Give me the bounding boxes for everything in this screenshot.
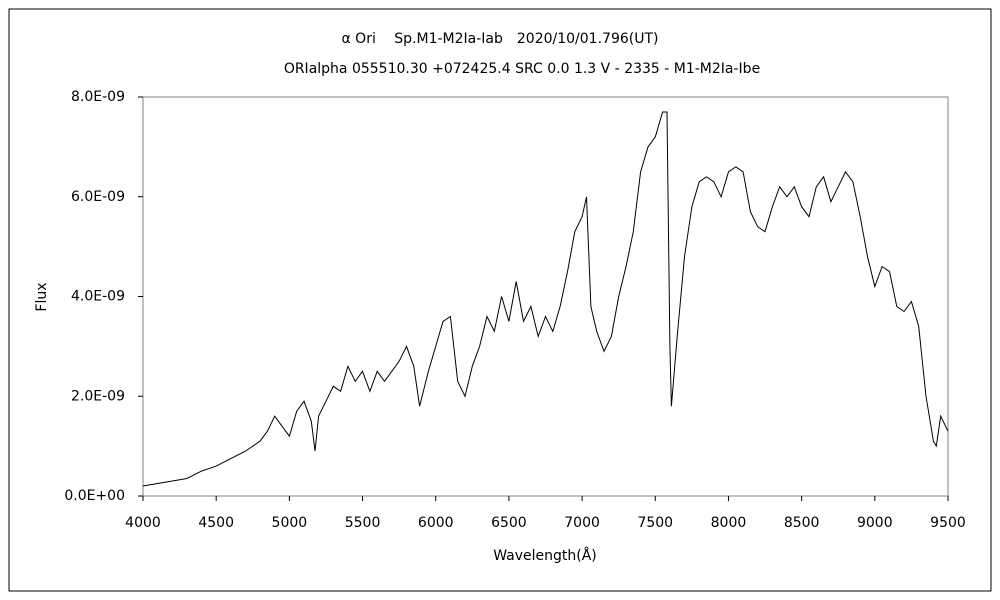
y-axis-label: Flux — [34, 282, 50, 311]
x-tick-label: 8000 — [711, 515, 747, 531]
x-tick-label: 6500 — [491, 515, 527, 531]
outer-frame — [8, 8, 992, 592]
x-tick-label: 5000 — [272, 515, 308, 531]
x-tick-label: 8500 — [784, 515, 820, 531]
x-tick-label: 7500 — [637, 515, 673, 531]
x-tick-label: 9000 — [857, 515, 893, 531]
x-tick-label: 6000 — [418, 515, 454, 531]
x-tick-label: 4500 — [198, 515, 234, 531]
y-tick-label: 2.0E-09 — [71, 388, 125, 404]
chart-title: α Ori Sp.M1-M2Ia-Iab 2020/10/01.796(UT) — [342, 31, 659, 47]
x-tick-label: 5500 — [345, 515, 381, 531]
spectrum-line — [142, 111, 949, 487]
x-tick-label: 7000 — [564, 515, 600, 531]
y-tick-label: 0.0E+00 — [64, 488, 125, 504]
x-axis-label: Wavelength(Å) — [493, 547, 597, 564]
y-tick-label: 4.0E-09 — [71, 289, 125, 305]
x-tick-label: 9500 — [930, 515, 966, 531]
y-tick-label: 8.0E-09 — [71, 89, 125, 105]
y-tick-label: 6.0E-09 — [71, 189, 125, 205]
x-tick-label: 4000 — [125, 515, 161, 531]
chart-subtitle: ORIalpha 055510.30 +072425.4 SRC 0.0 1.3… — [284, 61, 760, 77]
